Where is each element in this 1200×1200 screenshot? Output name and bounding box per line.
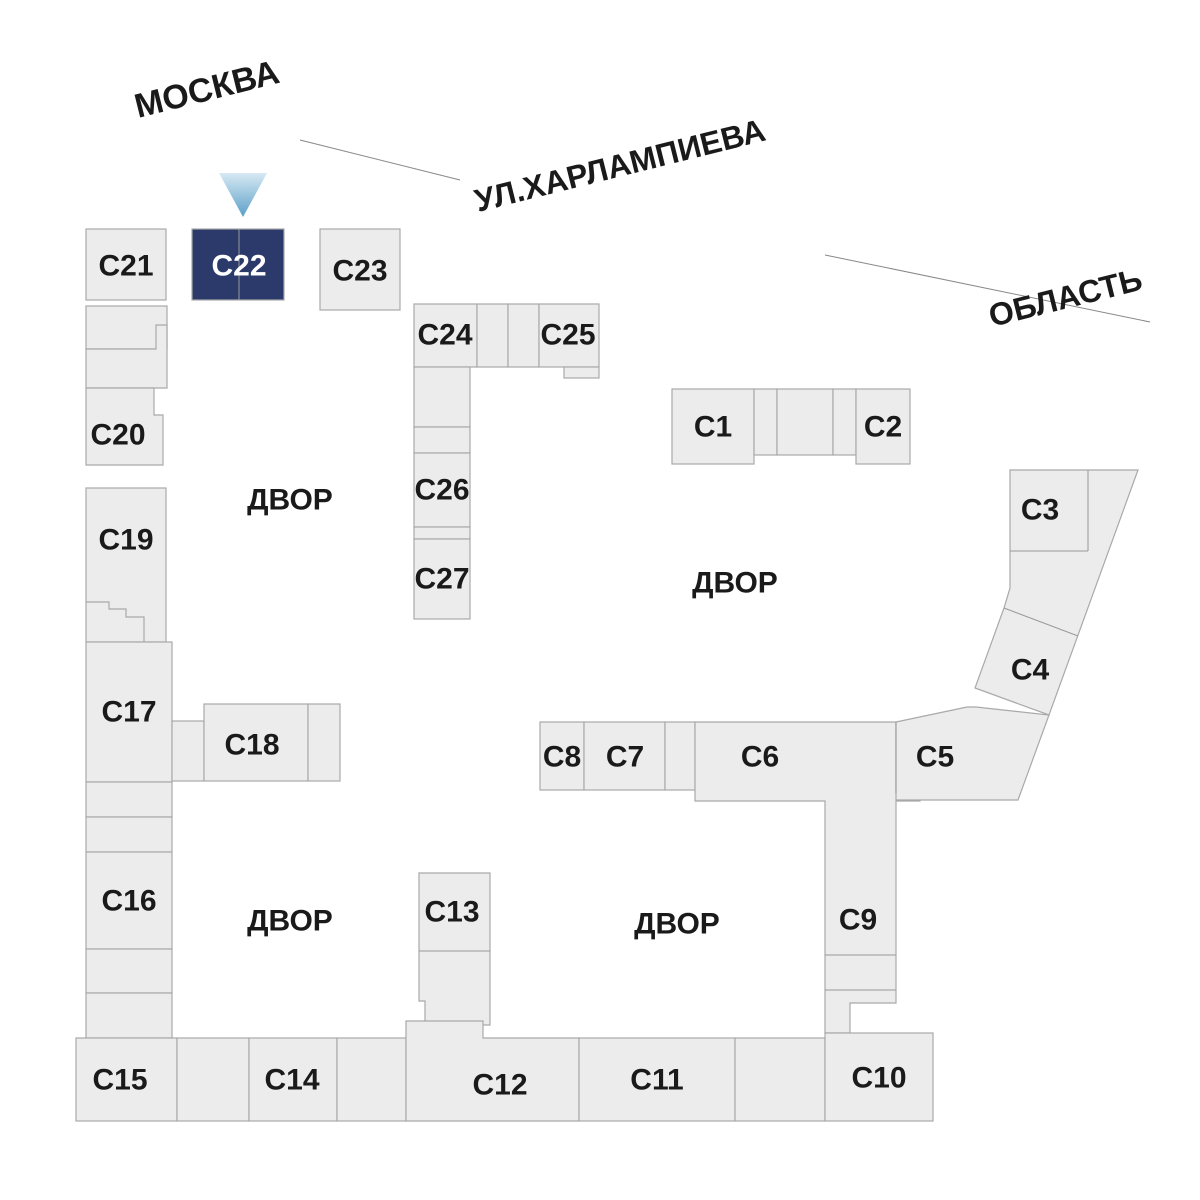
svg-text:C3: C3 <box>1021 494 1059 527</box>
svg-text:C5: C5 <box>916 741 954 774</box>
svg-text:C7: C7 <box>606 741 644 774</box>
svg-text:C15: C15 <box>92 1064 147 1097</box>
svg-text:C12: C12 <box>472 1069 527 1102</box>
svg-text:C23: C23 <box>332 255 387 288</box>
svg-text:C13: C13 <box>424 896 479 929</box>
svg-text:C26: C26 <box>414 474 469 507</box>
svg-text:C1: C1 <box>694 411 732 444</box>
svg-text:C16: C16 <box>101 885 156 918</box>
svg-text:C9: C9 <box>839 904 877 937</box>
svg-text:C27: C27 <box>414 563 469 596</box>
svg-text:C19: C19 <box>98 524 153 557</box>
svg-text:C17: C17 <box>101 696 156 729</box>
svg-text:ДВОР: ДВОР <box>692 567 778 600</box>
svg-text:ДВОР: ДВОР <box>247 905 333 938</box>
svg-text:C22: C22 <box>211 250 266 283</box>
svg-text:C4: C4 <box>1011 654 1050 687</box>
svg-text:C11: C11 <box>630 1064 683 1097</box>
svg-text:C14: C14 <box>264 1064 319 1097</box>
svg-text:C2: C2 <box>864 411 902 444</box>
svg-text:C20: C20 <box>90 419 145 452</box>
svg-text:C24: C24 <box>417 319 472 352</box>
svg-text:ДВОР: ДВОР <box>247 484 333 517</box>
svg-text:ДВОР: ДВОР <box>634 908 720 941</box>
svg-text:C18: C18 <box>224 729 279 762</box>
svg-text:C21: C21 <box>98 250 153 283</box>
svg-text:C8: C8 <box>543 741 581 774</box>
svg-text:C6: C6 <box>741 741 779 774</box>
svg-text:C10: C10 <box>851 1062 906 1095</box>
svg-text:C25: C25 <box>540 319 595 352</box>
